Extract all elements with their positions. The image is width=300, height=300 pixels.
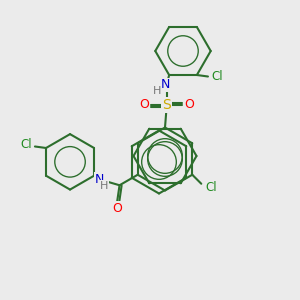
Text: H: H (100, 181, 109, 191)
Text: O: O (184, 98, 194, 112)
Text: O: O (140, 98, 149, 112)
Text: O: O (112, 202, 122, 215)
Text: Cl: Cl (206, 181, 217, 194)
Text: N: N (160, 78, 170, 92)
Text: Cl: Cl (211, 70, 223, 83)
Text: H: H (153, 86, 161, 96)
Text: N: N (95, 173, 104, 186)
Text: Cl: Cl (20, 139, 32, 152)
Text: S: S (162, 98, 171, 112)
